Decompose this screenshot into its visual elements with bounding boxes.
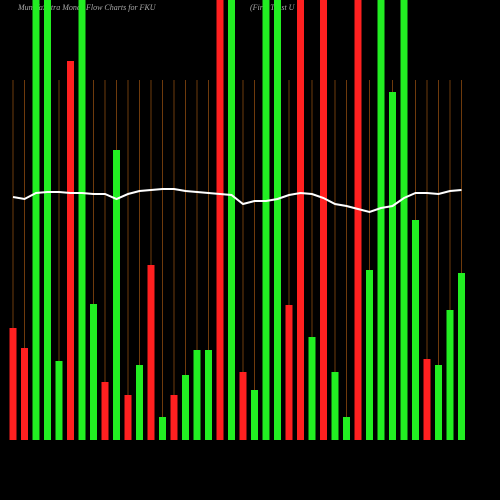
bar [21, 348, 28, 440]
bar [67, 61, 74, 440]
bar [136, 365, 143, 440]
chart-title: MunafaSutra Money Flow Charts for FKU [17, 3, 157, 12]
bar [159, 417, 166, 440]
bar [228, 0, 235, 440]
chart-subtitle: (First Trust U [250, 3, 296, 12]
bar [435, 365, 442, 440]
bar [90, 304, 97, 440]
bar [170, 395, 178, 440]
bar [55, 361, 63, 440]
bar [343, 417, 350, 440]
bar [412, 220, 419, 440]
bar [124, 395, 132, 440]
money-flow-line [12, 188, 462, 214]
bar [113, 150, 120, 440]
bar [400, 0, 408, 440]
bar [32, 0, 40, 440]
bar [205, 350, 212, 440]
plot-area [9, 0, 465, 440]
bar [285, 305, 293, 440]
bar [147, 265, 155, 440]
bar [308, 337, 316, 440]
bar [101, 382, 109, 440]
bar [262, 0, 270, 440]
bar [182, 375, 189, 440]
bar [354, 0, 362, 440]
bar [458, 273, 465, 440]
bar [78, 0, 86, 440]
bar [216, 0, 224, 440]
bar [331, 372, 339, 440]
bar [366, 270, 373, 440]
bar [251, 390, 258, 440]
bar [9, 328, 17, 440]
bar [377, 0, 385, 440]
bar [239, 372, 247, 440]
bar [44, 0, 51, 440]
bar [274, 0, 281, 440]
bar [193, 350, 201, 440]
bar [423, 359, 431, 440]
bar [297, 0, 304, 440]
bar [446, 310, 454, 440]
bar [389, 92, 396, 440]
bar [320, 0, 327, 440]
